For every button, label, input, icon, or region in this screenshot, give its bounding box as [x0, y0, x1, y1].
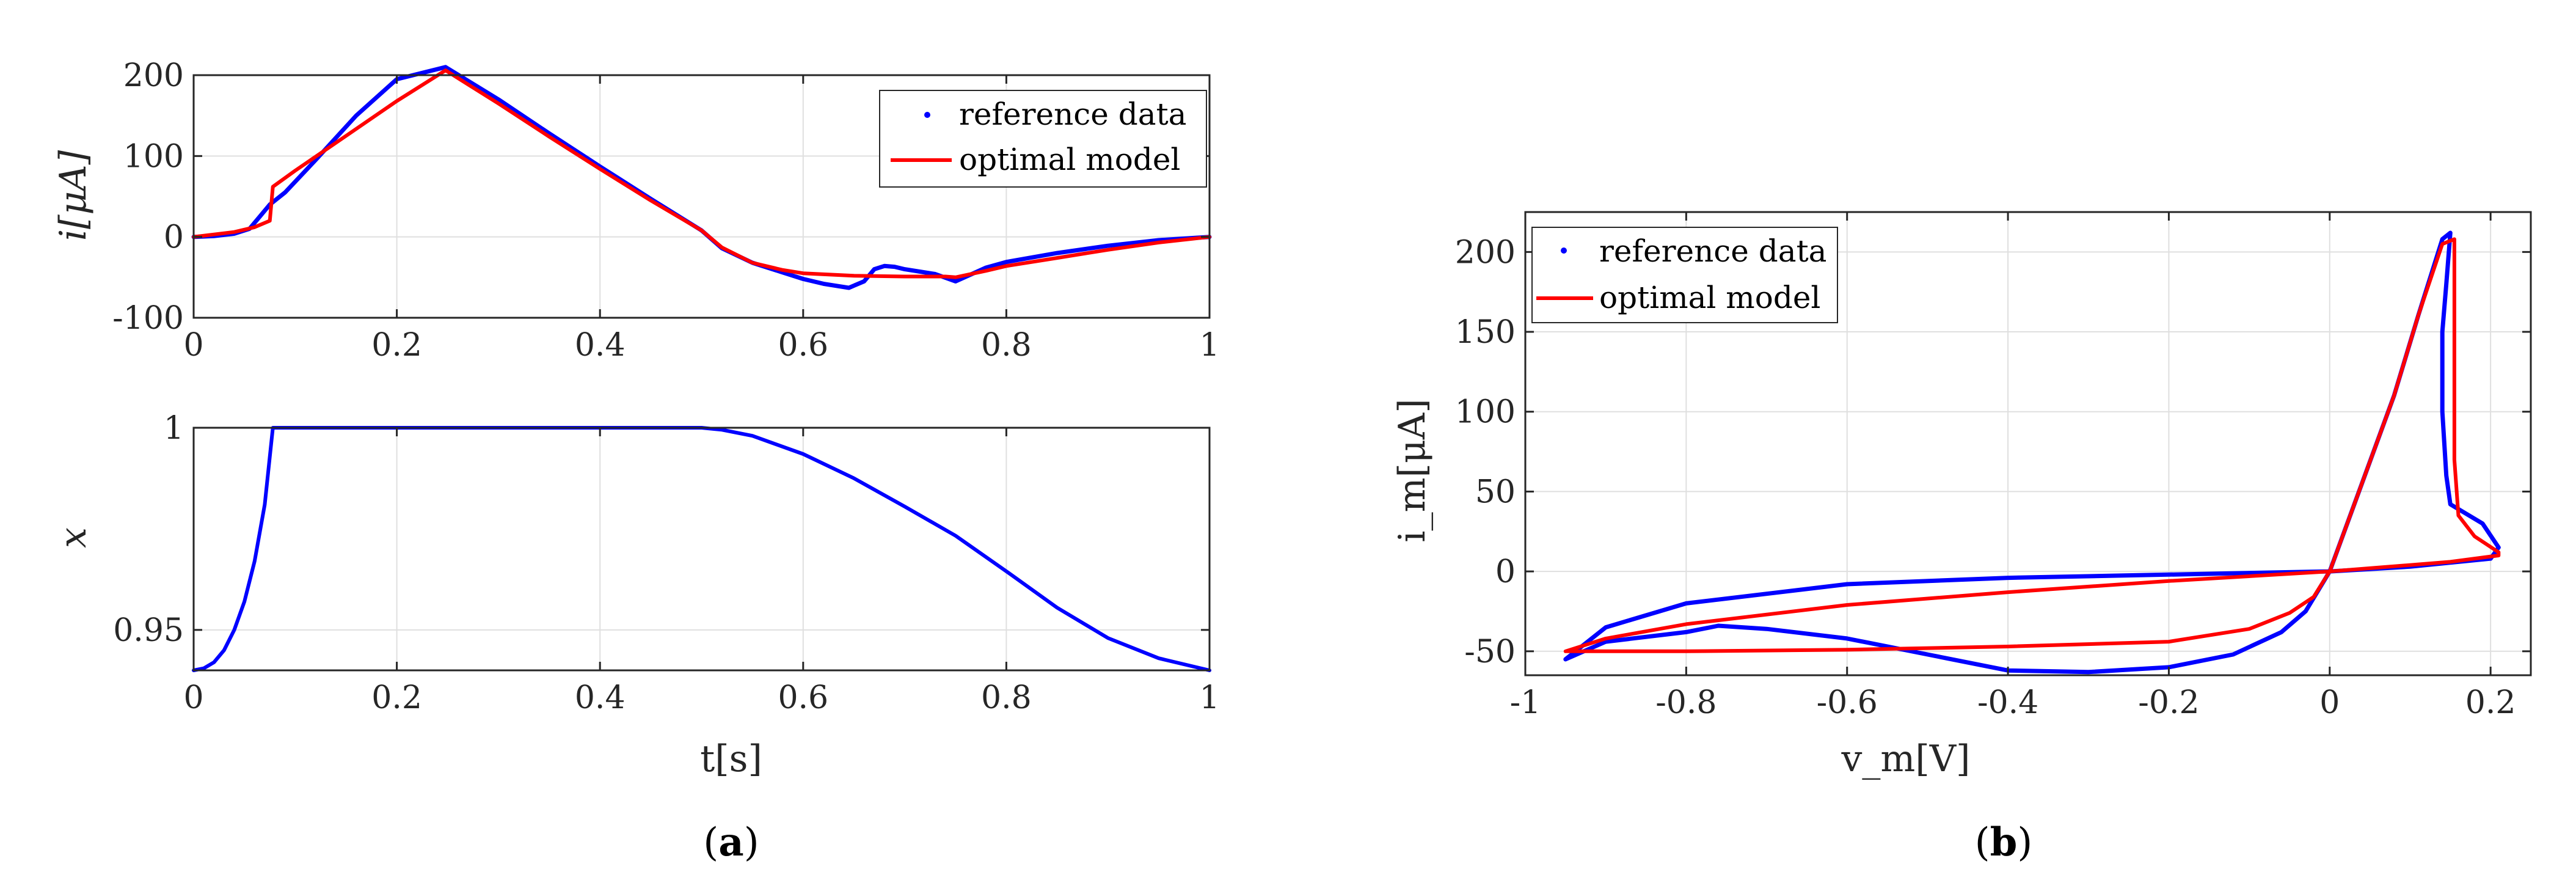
y-tick-label: 200 — [1455, 234, 1516, 271]
legend-label-model: optimal model — [959, 142, 1180, 177]
x-tick-label: -0.6 — [1817, 684, 1878, 721]
x-tick-label: 0.2 — [2465, 684, 2516, 721]
y-tick-label: 100 — [1455, 394, 1516, 431]
panel-label-a: (a) — [703, 819, 759, 865]
x-tick-label: 0 — [2319, 684, 2340, 721]
x-axis-label-vm: v_m[V] — [1841, 738, 1971, 780]
x-tick-label: 0.4 — [575, 680, 626, 716]
y-axis-label-current: i[μA] — [52, 150, 95, 241]
legend-panel-a: reference data optimal model — [879, 90, 1207, 188]
x-tick-label: -0.8 — [1655, 684, 1717, 721]
x-tick-label: -0.4 — [1977, 684, 2038, 721]
x-tick-label: 0.2 — [371, 327, 422, 364]
y-tick-label: 100 — [123, 138, 184, 175]
y-tick-label: 150 — [1455, 314, 1516, 351]
x-tick-label: 0.4 — [575, 327, 626, 364]
panel-letter-a: a — [718, 819, 743, 865]
y-tick-label: 0 — [1495, 554, 1516, 590]
legend-panel-b: reference data optimal model — [1531, 227, 1838, 323]
x-tick-label: -1 — [1510, 684, 1541, 721]
x-tick-label: 0.6 — [778, 680, 828, 716]
panel-letter-b: b — [1990, 819, 2018, 865]
y-tick-label: 200 — [123, 57, 184, 94]
x-tick-label: 0.8 — [981, 327, 1032, 364]
x-tick-label: 1 — [1199, 327, 1219, 364]
y-axis-label-im: i_m[μA] — [1391, 398, 1434, 542]
axes-frame — [192, 427, 1211, 672]
legend-label-model: optimal model — [1599, 280, 1820, 315]
x-tick-label: 1 — [1199, 680, 1219, 716]
y-tick-label: -50 — [1464, 634, 1516, 670]
y-tick-label: 1 — [164, 410, 184, 447]
series-reference-data — [1563, 230, 2501, 675]
y-axis-label-text: x — [52, 527, 95, 548]
x-tick-label: 0 — [183, 327, 203, 364]
y-tick-label: 0.95 — [113, 612, 184, 649]
axes-frame — [1524, 211, 2532, 676]
y-axis-label-text: i[μA] — [52, 150, 95, 241]
x-tick-label: 0.6 — [778, 327, 828, 364]
y-axis-label-state: x — [52, 527, 95, 548]
x-tick-label: -0.2 — [2138, 684, 2199, 721]
series-line-optimal-model — [1563, 237, 2501, 653]
legend-box — [1531, 227, 1838, 323]
axes-frame — [192, 74, 1211, 319]
legend-box — [879, 90, 1207, 188]
plot-state-vs-time: 0 0.2 0.4 0.6 0.8 1 0.95 1 — [113, 410, 1219, 716]
series-line-optimal-model — [192, 68, 1211, 279]
legend-marker-reference — [1561, 247, 1567, 254]
x-axis-label-time: t[s] — [700, 738, 762, 780]
x-tick-label: 0.8 — [981, 680, 1032, 716]
plot-area — [194, 428, 1210, 670]
y-tick-label: 50 — [1475, 474, 1516, 510]
y-tick-label: 0 — [164, 219, 184, 256]
legend-label-reference: reference data — [959, 97, 1187, 132]
legend-marker-reference — [924, 112, 930, 118]
y-tick-label: -100 — [112, 300, 184, 337]
legend-label-reference: reference data — [1599, 233, 1827, 269]
x-tick-label: 0 — [183, 680, 203, 716]
x-tick-label: 0.2 — [371, 680, 422, 716]
panel-label-b: (b) — [1975, 819, 2033, 865]
